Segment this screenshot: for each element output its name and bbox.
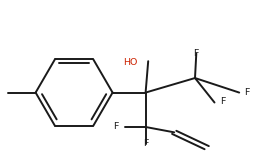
Text: F: F <box>194 49 199 58</box>
Text: F: F <box>143 139 148 148</box>
Text: HO: HO <box>124 58 138 67</box>
Text: F: F <box>220 97 225 106</box>
Text: F: F <box>113 123 118 131</box>
Text: F: F <box>244 88 250 97</box>
